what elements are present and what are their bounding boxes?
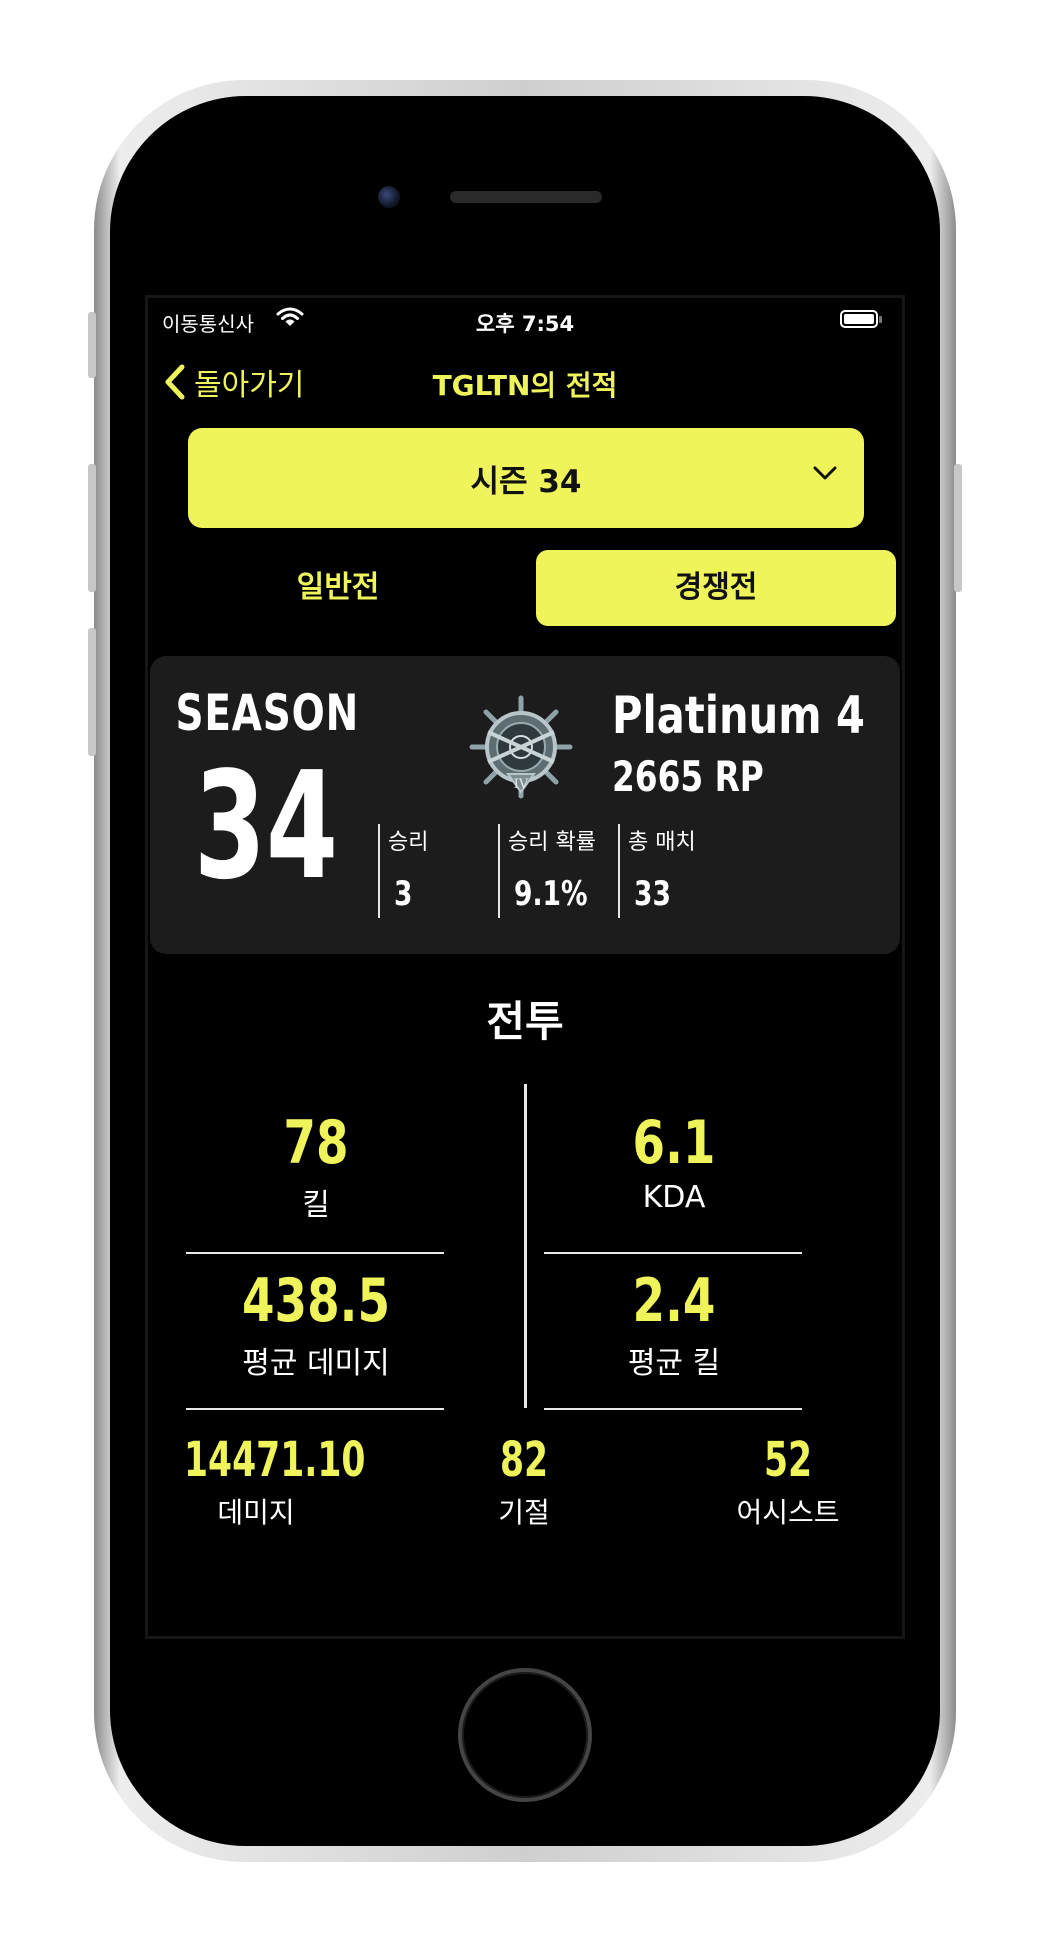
home-button[interactable]: [458, 1668, 592, 1802]
kills-stat: 78 킬: [188, 1110, 444, 1224]
earpiece-speaker: [450, 191, 602, 203]
app-screen: 이동통신사 오후 7:54 돌아가기 TGLTN의 전적 시즌 34 일반전 경…: [148, 298, 902, 1636]
season-dropdown-value: 시즌 34: [470, 464, 582, 500]
navigation-bar: 돌아가기 TGLTN의 전적: [148, 356, 902, 406]
win-rate-stat: 승리 확률 9.1%: [498, 824, 648, 918]
back-button[interactable]: 돌아가기: [164, 360, 304, 404]
kills-value: 78: [283, 1108, 349, 1178]
stats-divider: [544, 1408, 802, 1410]
stats-divider: [544, 1252, 802, 1254]
total-matches-stat: 총 매치 33: [618, 824, 768, 918]
wins-stat: 승리 3: [378, 824, 528, 918]
carrier-label: 이동통신사: [162, 312, 254, 336]
back-button-label: 돌아가기: [194, 368, 305, 403]
platinum-rank-emblem-icon: IV: [469, 695, 573, 799]
rank-summary-card: SEASON 34 IV Platinum 4 2665 RP 승리 3 승리 …: [150, 656, 900, 954]
assists-stat: 52 어시스트: [688, 1434, 888, 1531]
kda-stat: 6.1 KDA: [546, 1110, 802, 1215]
win-rate-value: 9.1%: [514, 874, 588, 914]
season-number: 34: [193, 740, 339, 912]
chevron-left-icon: [165, 364, 185, 400]
tab-ranked-match[interactable]: 경쟁전: [536, 550, 896, 626]
volume-up-button: [88, 464, 96, 592]
status-bar: 이동통신사 오후 7:54: [148, 298, 902, 342]
status-clock: 오후 7:54: [475, 312, 575, 336]
knockdowns-value: 82: [499, 1432, 549, 1488]
kda-value: 6.1: [632, 1108, 716, 1178]
season-word: SEASON: [175, 684, 360, 742]
stats-divider: [186, 1408, 444, 1410]
chevron-down-icon: [813, 466, 837, 480]
avg-damage-label: 평균 데미지: [242, 1346, 390, 1381]
season-dropdown[interactable]: 시즌 34: [188, 428, 864, 528]
wins-value: 3: [394, 874, 413, 914]
wifi-icon: [276, 306, 304, 332]
kills-label: 킬: [302, 1188, 330, 1223]
total-matches-value: 33: [634, 874, 671, 914]
rank-tier-name: Platinum 4: [612, 686, 865, 746]
kda-label: KDA: [642, 1180, 706, 1215]
damage-stat: 14471.10 데미지: [156, 1432, 366, 1531]
total-matches-label: 총 매치: [628, 830, 696, 855]
avg-damage-stat: 438.5 평균 데미지: [188, 1268, 444, 1382]
rank-points: 2665 RP: [612, 752, 764, 801]
tab-normal-match[interactable]: 일반전: [296, 570, 380, 605]
assists-label: 어시스트: [736, 1495, 840, 1529]
wins-label: 승리: [388, 830, 429, 855]
damage-value: 14471.10: [184, 1432, 366, 1488]
damage-label: 데미지: [217, 1495, 295, 1529]
assists-value: 52: [763, 1432, 813, 1488]
avg-kills-stat: 2.4 평균 킬: [546, 1268, 802, 1382]
battery-icon: [840, 310, 882, 328]
avg-damage-value: 438.5: [241, 1266, 391, 1336]
avg-kills-label: 평균 킬: [627, 1346, 721, 1381]
front-camera: [378, 186, 400, 208]
stats-vertical-divider: [524, 1084, 527, 1408]
knockdowns-label: 기절: [498, 1495, 550, 1529]
volume-down-button: [88, 628, 96, 756]
page-title: TGLTN의 전적: [432, 369, 618, 402]
knockdowns-stat: 82 기절: [424, 1434, 624, 1531]
mute-switch: [88, 312, 96, 378]
stats-divider: [186, 1252, 444, 1254]
avg-kills-value: 2.4: [632, 1266, 716, 1336]
combat-section-title: 전투: [486, 997, 564, 1046]
win-rate-label: 승리 확률: [508, 830, 596, 855]
svg-text:IV: IV: [514, 777, 529, 792]
power-button: [954, 464, 962, 592]
